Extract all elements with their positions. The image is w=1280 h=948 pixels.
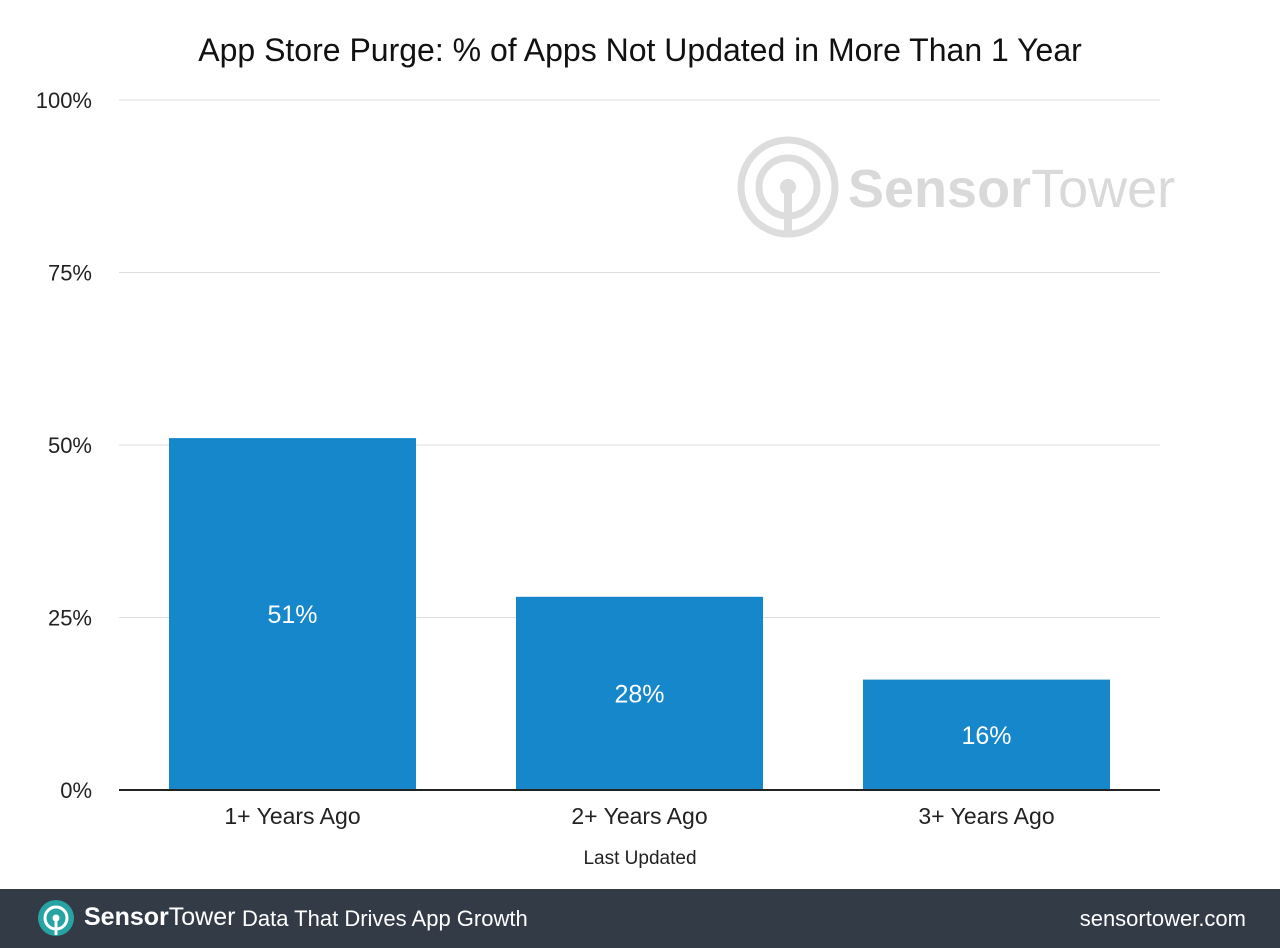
bars: 51% 28% 16%	[169, 438, 1110, 790]
sensortower-logo-icon[interactable]	[36, 898, 76, 938]
bar-value-label: 51%	[267, 601, 317, 629]
x-tick-label: 1+ Years Ago	[224, 803, 360, 829]
footer-site-link[interactable]: sensortower.com	[1079, 906, 1246, 931]
y-tick-label: 75%	[48, 261, 92, 286]
bar-chart: App Store Purge: % of Apps Not Updated i…	[36, 32, 1175, 869]
y-tick-label: 0%	[60, 778, 92, 803]
y-tick-label: 100%	[36, 88, 92, 113]
x-axis: 1+ Years Ago 2+ Years Ago 3+ Years Ago	[224, 803, 1054, 829]
y-tick-label: 50%	[48, 433, 92, 458]
watermark-brand: SensorTower	[848, 159, 1175, 219]
bar-value-label: 16%	[961, 722, 1011, 750]
x-tick-label: 2+ Years Ago	[571, 803, 707, 829]
watermark-logo-icon	[737, 136, 839, 238]
y-tick-label: 25%	[48, 606, 92, 631]
y-axis: 0% 25% 50% 75% 100%	[36, 88, 92, 803]
bar	[863, 679, 1110, 790]
bar	[516, 596, 763, 790]
bar-value-label: 28%	[614, 680, 664, 708]
footer-bar: SensorTower Data That Drives App Growth …	[0, 889, 1280, 948]
chart-title: App Store Purge: % of Apps Not Updated i…	[198, 32, 1082, 68]
footer-tagline: Data That Drives App Growth	[242, 906, 528, 931]
footer-brand[interactable]: SensorTower	[84, 903, 236, 931]
x-tick-label: 3+ Years Ago	[918, 803, 1054, 829]
watermark: SensorTower	[737, 136, 1175, 238]
bar	[169, 438, 416, 790]
x-axis-title: Last Updated	[583, 848, 696, 869]
